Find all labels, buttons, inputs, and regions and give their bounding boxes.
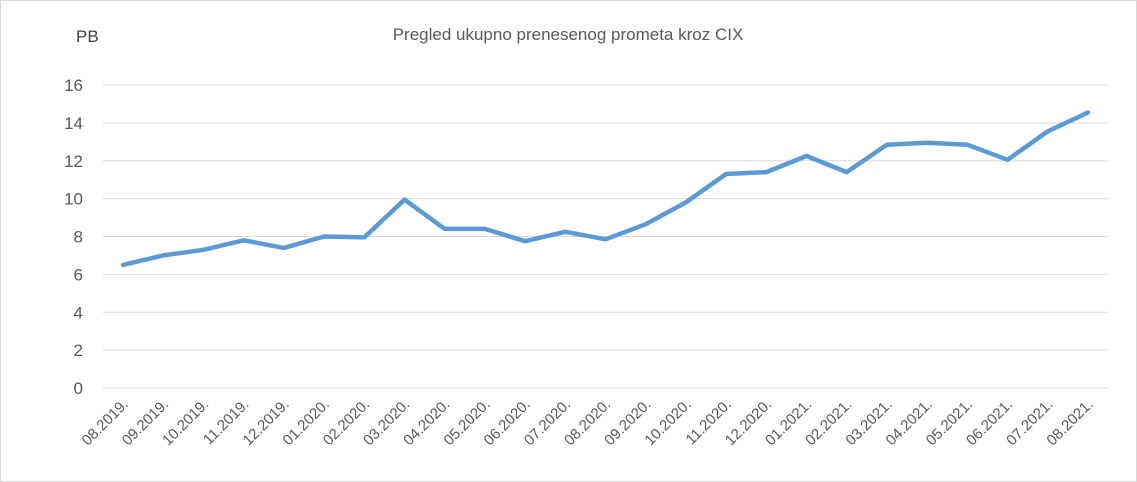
data-point [161,253,166,258]
y-tick-label: 16 [64,76,83,95]
data-point [925,140,930,145]
y-tick-label: 8 [74,228,83,247]
data-point [482,226,487,231]
data-point [281,245,286,250]
data-point [804,154,809,159]
gridlines [103,84,1108,389]
y-tick-label: 12 [64,152,83,171]
y-tick-label: 14 [64,114,83,133]
data-point [201,247,206,252]
series-line [120,110,1091,268]
y-axis-ticks: 0 2 4 6 8 10 12 14 16 [64,76,83,398]
data-point [362,235,367,240]
y-tick-label: 0 [74,379,83,398]
x-axis-ticks: 08.2019.09.2019.10.2019.11.2019.12.2019.… [79,396,1097,449]
series [120,110,1091,268]
data-point [683,200,688,205]
y-tick-label: 4 [74,303,83,322]
data-point [563,229,568,234]
chart-title: Pregled ukupno prenesenog prometa kroz C… [393,25,744,44]
data-point [643,222,648,227]
data-point [241,238,246,243]
data-point [965,142,970,147]
y-axis-label: PB [76,27,99,46]
data-point [844,170,849,175]
data-point [442,226,447,231]
data-point [523,239,528,244]
data-point [764,170,769,175]
y-tick-label: 6 [74,265,83,284]
data-point [322,234,327,239]
data-point [884,142,889,147]
data-point [1085,110,1090,115]
data-point [1005,157,1010,162]
data-point [603,237,608,242]
y-tick-label: 2 [74,341,83,360]
data-point [724,172,729,177]
data-point [121,262,126,267]
data-point [1045,129,1050,134]
y-tick-label: 10 [64,190,83,209]
data-point [402,197,407,202]
